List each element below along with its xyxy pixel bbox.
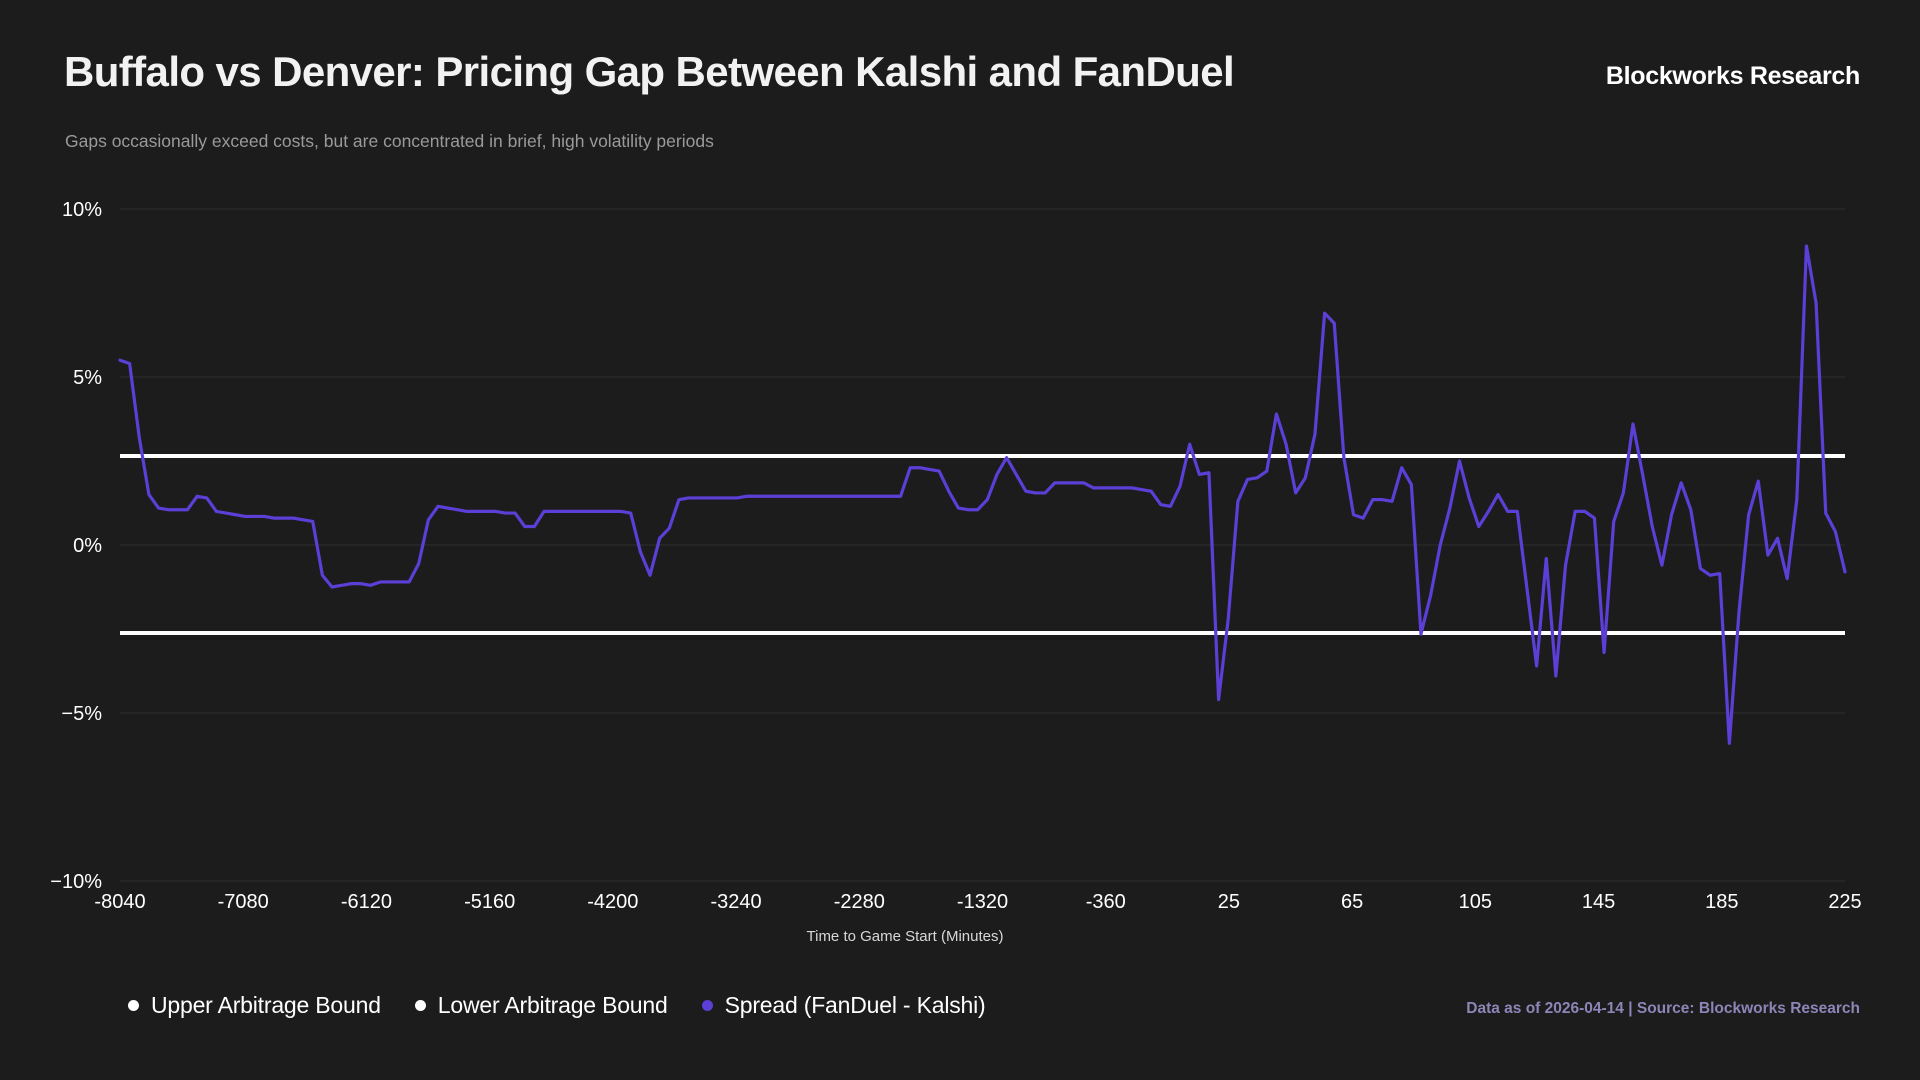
x-axis-tick-label: -6120 [341, 891, 392, 913]
chart-header: Buffalo vs Denver: Pricing Gap Between K… [0, 0, 1920, 151]
x-axis-tick-label: -1320 [957, 891, 1008, 913]
legend-label: Spread (FanDuel - Kalshi) [724, 992, 986, 1018]
x-axis-tick-label: 25 [1218, 891, 1240, 913]
legend-dot-icon [414, 1000, 426, 1011]
y-axis-tick-label: −10% [50, 871, 102, 893]
legend-dot-icon [128, 1000, 139, 1011]
x-axis-tick-label: 185 [1705, 891, 1738, 913]
chart-subtitle: Gaps occasionally exceed costs, but are … [65, 131, 714, 151]
chart-legend: Upper Arbitrage Bound Lower Arbitrage Bo… [128, 992, 1020, 1019]
x-axis-tick-label: -4200 [587, 891, 638, 913]
x-axis-tick-label: 105 [1459, 891, 1492, 913]
y-axis-ticks: 10% 5% 0% −5% −10% [50, 199, 102, 893]
x-axis-tick-label: 225 [1828, 891, 1861, 913]
gridlines [120, 208, 1845, 882]
series-line-spread [118, 244, 1847, 745]
page-title: Buffalo vs Denver: Pricing Gap Between K… [64, 48, 1235, 95]
y-axis-tick-label: −5% [61, 703, 102, 725]
x-axis-tick-label: -8040 [94, 891, 145, 913]
x-axis-tick-label: 65 [1341, 891, 1363, 913]
brand-wordmark: Blockworks Research [1605, 62, 1860, 90]
x-axis-tick-label: -3240 [710, 891, 761, 913]
x-axis-tick-label: -5160 [464, 891, 515, 913]
legend-item-lower-bound[interactable]: Lower Arbitrage Bound [414, 992, 668, 1019]
series-lines [118, 244, 1847, 745]
reference-lines [120, 453, 1845, 636]
x-axis-tick-label: -7080 [218, 891, 269, 913]
x-axis-tick-label: -2280 [834, 891, 885, 913]
x-axis-tick-label: 145 [1582, 891, 1615, 913]
y-axis-tick-label: 10% [62, 199, 102, 221]
x-axis-tick-label: -360 [1086, 891, 1126, 913]
y-axis-tick-label: 5% [73, 367, 102, 389]
y-axis-tick-label: 0% [73, 535, 102, 557]
legend-label: Lower Arbitrage Bound [437, 992, 668, 1018]
legend-item-upper-bound[interactable]: Upper Arbitrage Bound [128, 992, 381, 1019]
x-axis-title: Time to Game Start (Minutes) [807, 928, 1004, 945]
legend-label: Upper Arbitrage Bound [151, 992, 381, 1018]
x-axis-ticks: -8040 -7080 -6120 -5160 -4200 -3240 -2280 -1320… [94, 891, 1861, 913]
legend-dot-icon [701, 1000, 713, 1011]
source-footnote: Data as of 2026-04-14 | Source: Blockwor… [1466, 1000, 1860, 1017]
legend-item-spread[interactable]: Spread (FanDuel - Kalshi) [701, 992, 986, 1019]
